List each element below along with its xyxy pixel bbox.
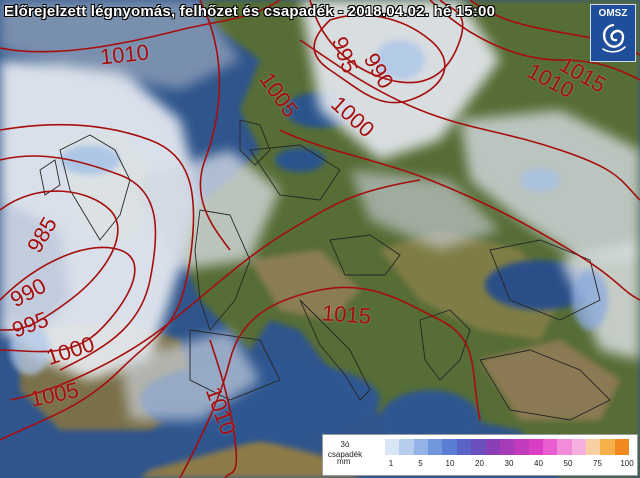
isobar-label: 1010 [98,39,151,70]
legend-title: 3ó csapadék [327,440,363,459]
legend-swatch [586,439,601,455]
legend-swatch [542,439,558,455]
legend-swatch [485,439,500,455]
legend-swatch [514,439,529,455]
legend-swatch [413,439,429,455]
omsz-logo: OMSZ [590,4,636,62]
legend-swatch [571,439,587,455]
omsz-swirl-icon [602,23,626,53]
map-title: Előrejelzett légnyomás, felhőzet és csap… [4,3,496,20]
legend-tick-label: 40 [534,459,543,468]
legend-swatch [614,439,630,455]
precipitation-legend: 3ó csapadék mm 1 5 10 20 30 40 50 75 100 [322,434,638,476]
legend-swatch [557,439,572,455]
logo-text: OMSZ [598,8,628,19]
legend-swatch [456,439,472,455]
legend-swatch [471,439,486,455]
legend-swatch [528,439,543,455]
legend-tick-label: 75 [593,459,602,468]
legend-ticks: 1 5 10 20 30 40 50 75 100 [385,459,635,471]
legend-tick-label: 50 [563,459,573,468]
legend-tick-label: 1 [388,459,394,468]
legend-tick-label: 100 [620,459,634,468]
legend-swatch [442,439,457,455]
borders [39,119,611,421]
legend-tick-label: 30 [504,459,514,468]
legend-tick-label: 5 [418,459,423,468]
legend-swatch [428,439,443,455]
legend-unit: mm [337,457,351,466]
legend-swatch [399,439,414,455]
legend-swatch [600,439,615,455]
isobar-label: 1015 [321,300,372,329]
legend-swatch [499,439,515,455]
legend-swatch [385,439,400,455]
legend-tick-label: 20 [475,459,484,468]
precipitation [10,40,608,375]
legend-color-bar [385,439,630,455]
legend-tick-label: 10 [445,459,455,468]
